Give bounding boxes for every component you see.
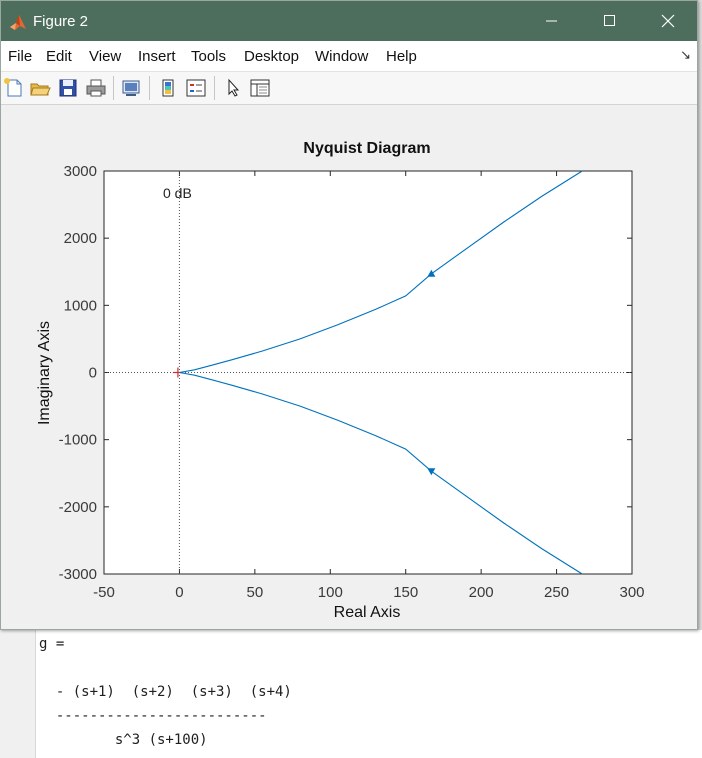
x-tick-label: 300 <box>619 584 644 601</box>
minimize-icon <box>546 20 557 22</box>
toolbar-separator <box>214 76 215 100</box>
open-file-icon[interactable] <box>29 77 51 99</box>
menu-insert[interactable]: Insert <box>138 48 176 65</box>
y-tick-label: 0 <box>89 365 97 382</box>
toolbar-separator <box>149 76 150 100</box>
command-window-gutter <box>0 630 36 758</box>
y-tick-label: 2000 <box>64 230 97 247</box>
nyquist-chart[interactable]: Nyquist Diagram -50 0 50 100 150 200 250 300 300… <box>1 105 698 630</box>
x-axis-label: Real Axis <box>334 604 401 621</box>
new-figure-icon[interactable] <box>3 77 25 99</box>
window-title: Figure 2 <box>33 13 89 30</box>
denominator-line: s^3 (s+100) <box>39 732 208 748</box>
menu-edit[interactable]: Edit <box>46 48 72 65</box>
minimize-button[interactable] <box>523 1 581 41</box>
link-plot-icon[interactable] <box>120 77 142 99</box>
insert-colorbar-icon[interactable] <box>157 77 179 99</box>
y-tick-label: 1000 <box>64 297 97 314</box>
menu-view[interactable]: View <box>89 48 122 65</box>
menu-help[interactable]: Help <box>386 48 417 65</box>
menu-bar: File Edit View Insert Tools Desktop Wind… <box>1 41 697 71</box>
property-inspector-icon[interactable] <box>249 77 271 99</box>
maximize-button[interactable] <box>581 1 639 41</box>
menu-desktop[interactable]: Desktop <box>244 48 300 65</box>
maximize-icon <box>604 15 615 26</box>
fraction-bar-line: ------------------------- <box>39 708 267 724</box>
direction-arrow-up <box>427 269 436 277</box>
y-tick-label: -1000 <box>59 432 97 449</box>
x-tick-label: 150 <box>393 584 418 601</box>
y-tick-label: -3000 <box>59 566 97 583</box>
x-tick-label: 50 <box>247 584 264 601</box>
menu-window[interactable]: Window <box>315 48 369 65</box>
insert-legend-icon[interactable] <box>185 77 207 99</box>
toolbar-separator <box>113 76 114 100</box>
close-icon <box>661 14 675 28</box>
nyquist-curve-negative <box>179 371 583 575</box>
dock-arrow-icon[interactable]: ↘ <box>680 47 691 62</box>
numerator-line: - (s+1) (s+2) (s+3) (s+4) <box>39 684 292 700</box>
x-tick-label: -50 <box>93 584 115 601</box>
zero-db-label: 0 dB <box>163 185 192 201</box>
x-tick-label: 0 <box>175 584 183 601</box>
title-bar[interactable]: Figure 2 <box>1 1 697 41</box>
menu-tools[interactable]: Tools <box>191 48 227 65</box>
menu-file[interactable]: File <box>8 48 33 65</box>
direction-arrow-down <box>427 468 436 476</box>
figure-toolbar <box>1 71 697 105</box>
figure-window[interactable]: Figure 2 File Edit View Insert Tools Des… <box>0 0 698 630</box>
y-axis-label: Imaginary Axis <box>36 321 53 425</box>
edit-plot-cursor-icon[interactable] <box>223 77 245 99</box>
y-tick-label: -2000 <box>59 499 97 516</box>
save-icon[interactable] <box>57 77 79 99</box>
variable-line: g = <box>39 636 65 652</box>
command-window-edge <box>698 0 702 630</box>
nyquist-curve-positive <box>179 170 583 374</box>
close-button[interactable] <box>639 1 697 41</box>
plot-area: Nyquist Diagram -50 0 50 100 150 200 250 300 300… <box>1 105 698 630</box>
x-tick-label: 200 <box>469 584 494 601</box>
x-tick-label: 100 <box>318 584 343 601</box>
matlab-icon <box>10 15 26 30</box>
y-tick-label: 3000 <box>64 163 97 180</box>
print-icon[interactable] <box>85 77 107 99</box>
x-tick-label: 250 <box>544 584 569 601</box>
chart-title: Nyquist Diagram <box>303 140 430 157</box>
